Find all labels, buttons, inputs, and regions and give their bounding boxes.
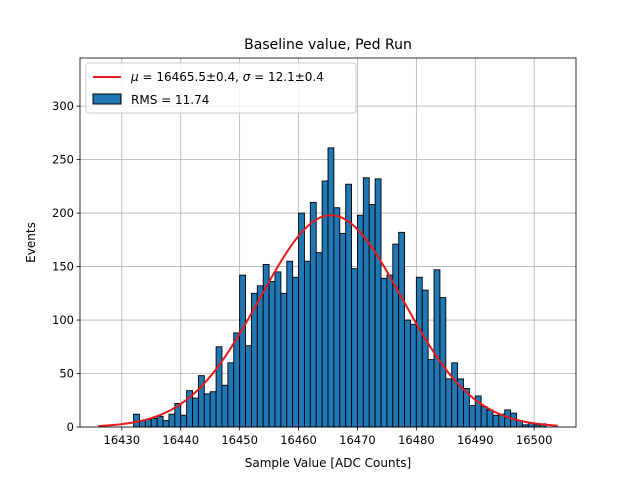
histogram-bar (245, 345, 252, 428)
y-tick-label: 50 (59, 367, 74, 381)
histogram-bar (486, 409, 494, 428)
x-tick-label: 16470 (339, 433, 376, 447)
y-tick-label: 300 (52, 99, 74, 113)
histogram-bar (492, 414, 500, 428)
y-tick-label: 250 (52, 153, 74, 167)
x-tick-label: 16440 (162, 433, 199, 447)
histogram-bar (162, 420, 170, 428)
legend: μ = 16465.5±0.4, σ = 12.1±0.4 RMS = 11.7… (85, 62, 357, 114)
histogram-bar (280, 292, 288, 428)
histogram-bar (321, 180, 329, 428)
histogram-bar (339, 232, 347, 428)
histogram-bar (368, 204, 376, 428)
histogram-bar (445, 378, 453, 428)
histogram-bar (215, 346, 223, 428)
x-tick-label: 16500 (516, 433, 553, 447)
histogram-bar (468, 405, 476, 428)
y-axis-ticks: 0 50 100 150 200 250 300 (52, 99, 80, 434)
histogram-bar (333, 207, 341, 428)
y-tick-label: 200 (52, 206, 74, 220)
x-axis-label: Sample Value [ADC Counts] (245, 456, 411, 470)
histogram-bar (362, 177, 370, 428)
histogram-bar (309, 201, 317, 428)
histogram-bar (410, 323, 417, 428)
histogram-bar (233, 332, 241, 428)
histogram-bar (380, 277, 388, 428)
x-tick-label: 16480 (398, 433, 435, 447)
histogram-bar (268, 281, 276, 428)
histogram-bar (203, 393, 211, 428)
legend-hist-label: RMS = 11.74 (131, 93, 209, 107)
histogram-bar (374, 178, 382, 428)
histogram-bar (480, 406, 488, 428)
x-axis-ticks: 16430 16440 16450 16460 16470 16480 16490 16500 (104, 427, 553, 447)
histogram-bar (315, 252, 323, 428)
histogram-bar (327, 147, 335, 428)
legend-fit-label: μ = 16465.5±0.4, σ = 12.1±0.4 (130, 70, 324, 84)
histogram-bar (156, 415, 164, 428)
histogram-bar (227, 362, 235, 428)
y-axis-label: Events (24, 222, 38, 263)
histogram-bar (221, 384, 229, 428)
histogram-bar (192, 397, 199, 428)
histogram-bar (351, 268, 358, 428)
legend-mu-value: = 16465.5±0.4, (139, 70, 243, 84)
x-tick-label: 16460 (280, 433, 317, 447)
histogram-bar (180, 414, 188, 428)
histogram-bar (150, 417, 158, 428)
legend-box (85, 62, 357, 114)
x-tick-label: 16490 (457, 433, 494, 447)
histogram-bar (357, 214, 364, 428)
legend-hist-swatch (92, 93, 122, 105)
histogram-bar (421, 289, 429, 428)
histogram-bar (298, 212, 305, 428)
histogram-bar (404, 319, 411, 428)
histogram-bar (398, 231, 406, 428)
histogram-bar (427, 359, 435, 428)
y-tick-label: 100 (52, 313, 74, 327)
histogram-bar (392, 243, 400, 428)
y-tick-label: 150 (52, 260, 74, 274)
histogram-bar (286, 260, 294, 428)
histogram-bar (415, 276, 423, 428)
histogram-bar (239, 274, 246, 428)
histogram-bar (209, 391, 217, 428)
x-tick-label: 16430 (104, 433, 141, 447)
chart-title: Baseline value, Ped Run (244, 37, 412, 53)
legend-sigma-value: = 12.1±0.4 (250, 70, 324, 84)
histogram-bar (433, 269, 441, 428)
histogram-bar (292, 276, 299, 428)
histogram-bar (256, 285, 264, 428)
y-tick-label: 0 (67, 420, 74, 434)
x-tick-label: 16450 (221, 433, 258, 447)
histogram-bar (386, 274, 394, 428)
legend-mu-symbol: μ (130, 70, 139, 84)
histogram-bar (303, 260, 311, 428)
plot-frame (79, 57, 577, 428)
histogram-bar (274, 271, 282, 428)
histogram-bar (451, 362, 459, 428)
histogram-bar (168, 413, 176, 428)
legend-sigma-symbol: σ (243, 70, 251, 84)
gaussian-fit-curve (98, 214, 558, 427)
